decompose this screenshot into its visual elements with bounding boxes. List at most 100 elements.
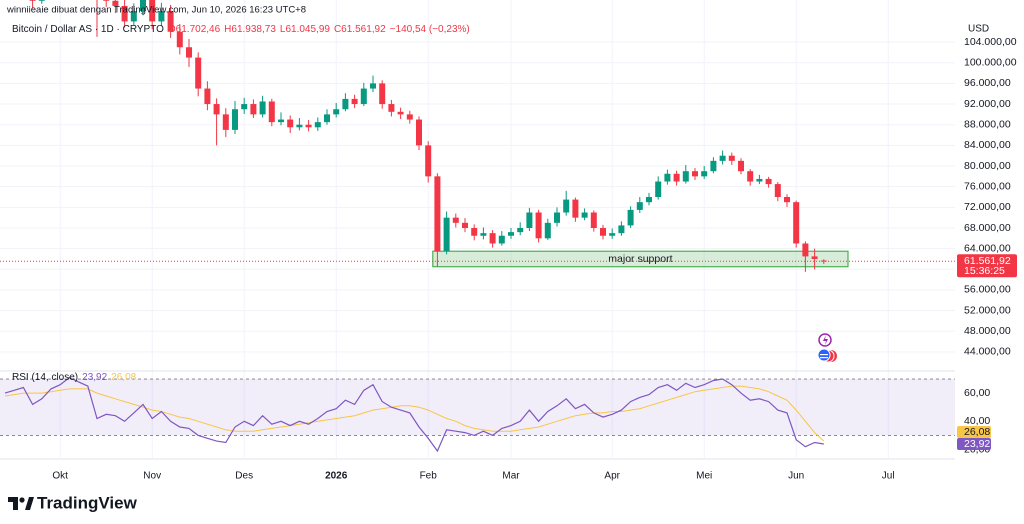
x-tick-label: Feb: [420, 471, 438, 482]
candle-body: [278, 119, 284, 123]
x-tick-label: Okt: [52, 471, 68, 482]
candle-body: [489, 233, 496, 244]
rsi-legend-value: 23,92: [82, 372, 107, 383]
candle-body: [103, 0, 110, 1]
chart-legend: Bitcoin / Dollar AS · 1D · CRYPTO O61.702…: [12, 24, 470, 35]
candle-body: [296, 124, 303, 128]
candle-body: [554, 212, 560, 223]
symbol-title: Bitcoin / Dollar AS · 1D · CRYPTO: [12, 24, 164, 35]
y-tick-label: 92.000,00: [964, 98, 1011, 110]
candle-body: [765, 178, 772, 185]
y-tick-label: 52.000,00: [964, 304, 1011, 316]
currency: USD: [968, 24, 989, 35]
candle-body: [443, 217, 450, 252]
rsi-legend-value: 26,08: [111, 372, 136, 383]
candle-body: [508, 232, 514, 236]
candle-body: [370, 83, 376, 89]
candle-body: [158, 11, 165, 22]
last-price-label: 61.561,92: [964, 255, 1011, 267]
candle-body: [314, 122, 321, 128]
candle-body: [388, 104, 395, 112]
rsi-pane: [0, 376, 955, 453]
candle-body: [167, 11, 174, 32]
candle-body: [692, 171, 698, 177]
countdown-label: 15:36:25: [964, 265, 1005, 277]
candle-body: [701, 171, 708, 177]
candle-body: [498, 235, 505, 244]
y-tick-label: 40,00: [964, 415, 990, 427]
candle-body: [462, 222, 468, 228]
candle-body: [535, 212, 542, 239]
candle-body: [112, 0, 119, 6]
candle-body: [756, 178, 763, 182]
candle-body: [176, 31, 183, 48]
support-zone: [432, 250, 849, 268]
price-pane: major support: [0, 0, 955, 272]
candle-body: [213, 104, 220, 115]
x-tick-label: Jul: [882, 471, 895, 482]
candle-body: [305, 124, 312, 128]
x-tick-label: 2026: [325, 471, 348, 482]
candle-body: [655, 181, 662, 198]
label-layer: 44.000,0048.000,0052.000,0056.000,0060.0…: [12, 24, 1017, 482]
candle-body: [379, 83, 386, 105]
candle-body: [416, 119, 422, 146]
candle-body: [268, 101, 275, 123]
candle-body: [811, 256, 818, 259]
candle-body: [250, 104, 257, 115]
candle-body: [130, 11, 137, 22]
y-tick-label: 88.000,00: [964, 118, 1011, 130]
candle-body: [646, 197, 652, 203]
legend-value: −140,54 (−0,23%): [390, 24, 470, 35]
candle-body: [590, 212, 597, 228]
candle-body: [719, 155, 726, 161]
candle-body: [544, 222, 551, 239]
logo: TradingView: [8, 493, 138, 512]
candle-body: [195, 57, 202, 89]
y-tick-label: 100.000,00: [964, 57, 1017, 69]
candle-body: [425, 145, 432, 177]
candle-body: [397, 111, 404, 115]
candle-body: [471, 227, 478, 236]
rsi-title: RSI (14, close): [12, 372, 78, 383]
y-tick-label: 84.000,00: [964, 139, 1011, 151]
x-tick-label: Mei: [696, 471, 712, 482]
y-tick-label: 64.000,00: [964, 242, 1011, 254]
candle-body: [406, 114, 413, 120]
candle-body: [360, 88, 367, 105]
candle-body: [140, 0, 146, 12]
candle-body: [333, 109, 340, 115]
candle-body: [728, 155, 735, 161]
candle-body: [38, 0, 45, 1]
legend-value: L61.045,99: [280, 24, 330, 35]
legend-value: C61.561,92: [334, 24, 386, 35]
candle-body: [351, 98, 358, 105]
candle-body: [204, 88, 211, 105]
author-line: winniieaie dibuat dengan TradingView.com…: [6, 5, 306, 16]
candle-body: [241, 104, 248, 110]
candle-body: [738, 160, 744, 172]
candle-body: [793, 202, 800, 244]
candle-body: [149, 0, 156, 22]
y-tick-label: 44.000,00: [964, 346, 1011, 358]
candle-body: [186, 47, 192, 58]
candle-body: [609, 233, 616, 236]
last-price-tag: [957, 254, 1017, 278]
x-tick-label: Jun: [788, 471, 804, 482]
candle-body: [563, 199, 570, 213]
y-tick-label: 76.000,00: [964, 180, 1011, 192]
y-tick-label: 80.000,00: [964, 160, 1011, 172]
y-tick-label: 56.000,00: [964, 284, 1011, 296]
rsi-line: [4, 385, 825, 442]
candle-body: [29, 0, 36, 1]
candle-body: [324, 114, 330, 123]
legend-value: O61.702,46: [168, 24, 221, 35]
candle-body: [259, 101, 266, 115]
candle-body: [636, 202, 643, 210]
support-label: major support: [608, 253, 672, 265]
candle-body: [710, 160, 717, 172]
rsi-legend: RSI (14, close) 23,92 26,08: [12, 372, 137, 383]
candle-body: [618, 225, 625, 234]
